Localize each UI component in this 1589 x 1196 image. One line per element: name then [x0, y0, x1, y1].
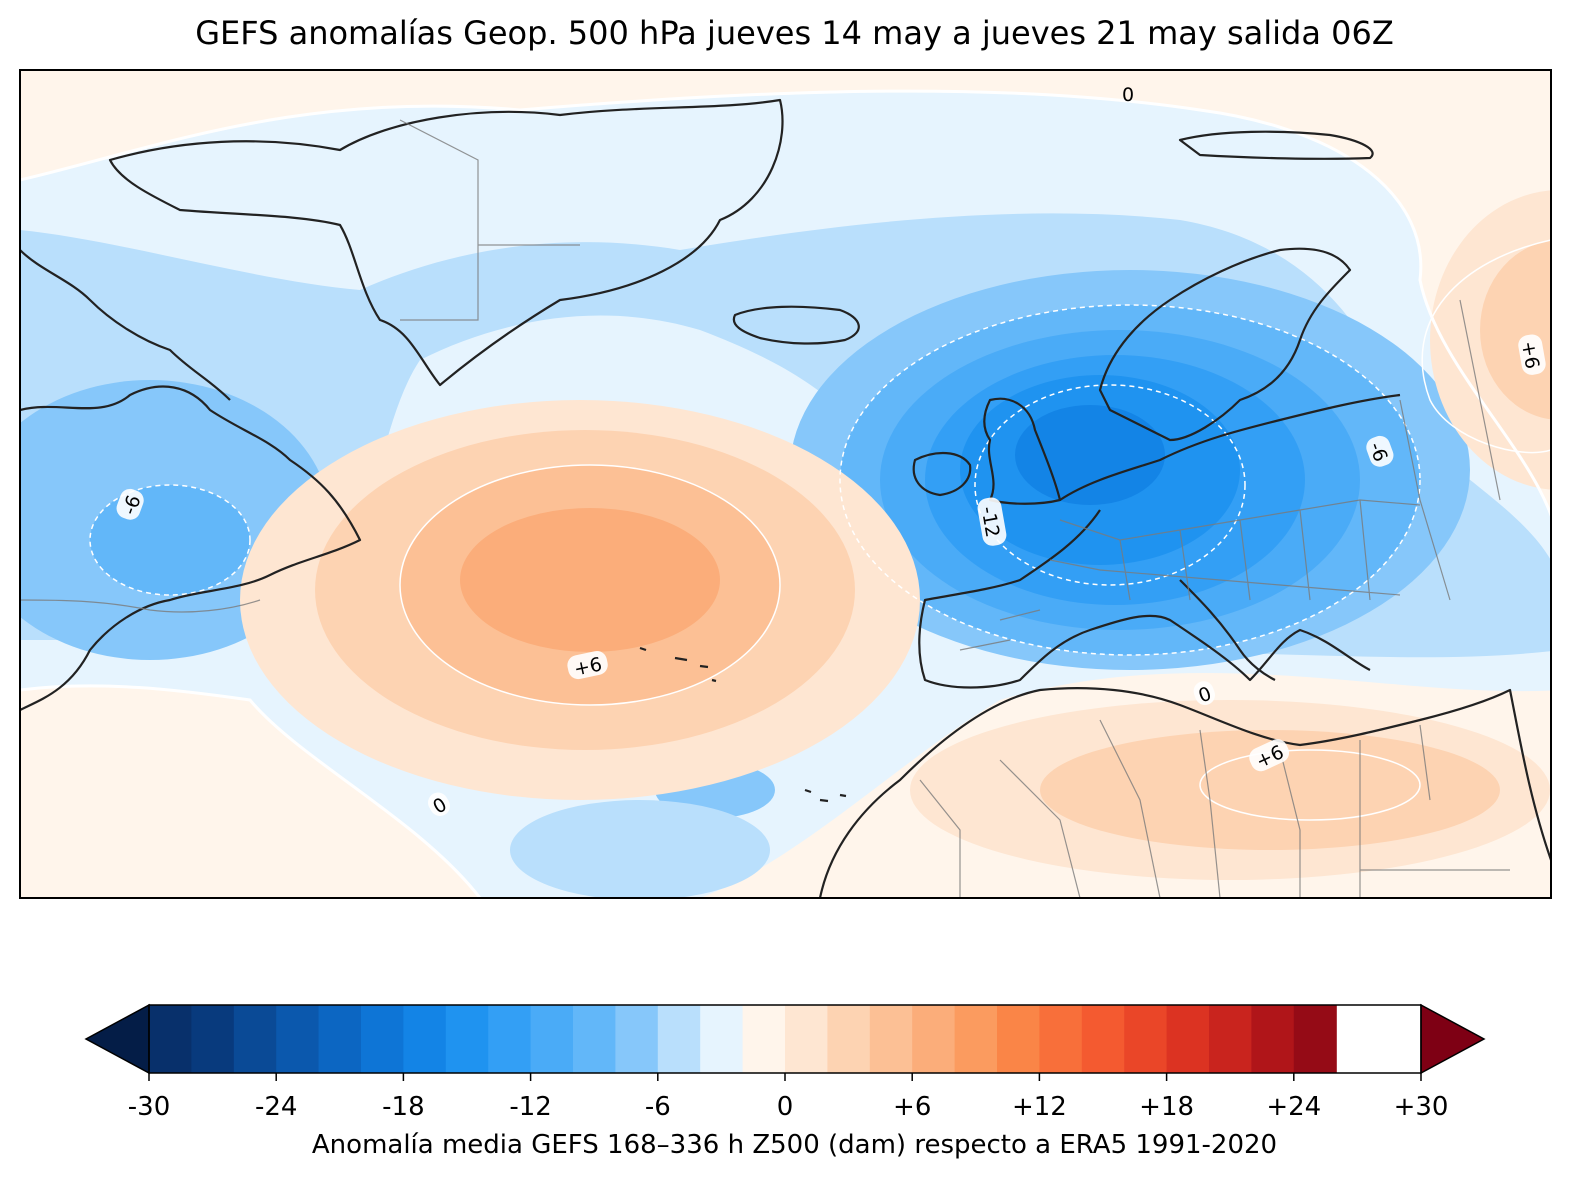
svg-text:+6: +6: [1517, 339, 1544, 370]
greenland-border: [399, 119, 580, 321]
minus12-contour-europe: [974, 384, 1246, 586]
colorbar-tick-label: +24: [1266, 1092, 1321, 1122]
colorbar-cell: [700, 1005, 744, 1073]
colorbar-cell: [1293, 1005, 1337, 1073]
country-borders: [20, 119, 1510, 898]
colorbar-tick-label: +12: [1012, 1092, 1067, 1122]
russia-borders: [1399, 299, 1501, 601]
labrador-coast: [20, 249, 231, 401]
italy-coast: [1179, 579, 1276, 681]
ireland-coast: [912, 451, 972, 497]
contour-labels: 0 -6 +6 0 -12 -6: [116, 84, 1546, 819]
colorbar-cell: [318, 1005, 362, 1073]
colorbar-cell: [1039, 1005, 1083, 1073]
scandinavia-coast: [1098, 247, 1352, 442]
iceland-coast: [732, 305, 860, 345]
zero-contour-north: [20, 89, 1551, 520]
colorbar-tick-label: +30: [1394, 1092, 1449, 1122]
colorbar-cell: [657, 1005, 701, 1073]
colorbar-tick-labels: -30 -24 -18 -12 -6 0 +6 +12 +18 +24 +30: [128, 1092, 1449, 1122]
colorbar-cell: [276, 1005, 320, 1073]
colorbar-cell: [954, 1005, 998, 1073]
minus6-contour-canada: [89, 484, 251, 596]
map-title: GEFS anomalías Geop. 500 hPa jueves 14 m…: [195, 14, 1394, 52]
colorbar-tick-label: +6: [893, 1092, 931, 1122]
colorbar-tick-label: -12: [509, 1092, 551, 1122]
colorbar-cell: [1166, 1005, 1210, 1073]
canada-us-border: [20, 599, 261, 613]
colorbar-caption: Anomalía media GEFS 168–336 h Z500 (dam)…: [311, 1130, 1278, 1160]
map-frame: [19, 69, 1552, 899]
colorbar-cells: [149, 1005, 1337, 1073]
colorbar-tick-label: +18: [1139, 1092, 1194, 1122]
colorbar-cell: [488, 1005, 532, 1073]
colorbar-cell: [827, 1005, 871, 1073]
colorbar-under-arrow: [84, 1003, 150, 1075]
svalbard-coast: [1178, 130, 1374, 160]
colorbar-cell: [997, 1005, 1040, 1073]
africa-coast: [818, 687, 1551, 898]
contour-label-minus12-europe: -12: [976, 497, 1007, 546]
europe-borders: [959, 499, 1421, 651]
colorbar-cell: [1209, 1005, 1252, 1073]
colorbar-cell: [233, 1005, 277, 1073]
north-america-coast: [20, 385, 362, 711]
svg-text:-12: -12: [976, 505, 1003, 539]
zero-contour-south: [20, 684, 482, 898]
colorbar-cell: [869, 1005, 913, 1073]
greenland-coast: [108, 98, 784, 387]
colorbar-tick-label: 0: [777, 1092, 794, 1122]
colorbar-cell: [361, 1005, 404, 1073]
anomaly-field-europe-minus14: [1015, 405, 1165, 505]
colorbar-cell: [573, 1005, 616, 1073]
minus6-contour-europe: [839, 304, 1421, 656]
colorbar-tick-label: -30: [128, 1092, 170, 1122]
colorbar-ticks: [148, 1073, 1422, 1081]
anomaly-field-atlantic-plus8: [460, 508, 720, 652]
colorbar: -30 -24 -18 -12 -6 0 +6 +12 +18 +24 +30: [84, 1003, 1486, 1122]
colorbar-tick-label: -18: [382, 1092, 424, 1122]
great-britain-coast: [983, 397, 1062, 505]
coastlines: [20, 98, 1551, 898]
colorbar-cell: [1081, 1005, 1125, 1073]
contour-label-zero-top: 0: [1122, 84, 1134, 106]
colorbar-cell: [1124, 1005, 1168, 1073]
colorbar-cell: [403, 1005, 447, 1073]
colorbar-cell: [785, 1005, 828, 1073]
svg-text:0: 0: [1122, 84, 1134, 106]
africa-borders: [919, 719, 1510, 898]
colorbar-tick-label: -24: [255, 1092, 297, 1122]
anomaly-map: 0 -6 +6 0 -12 -6: [20, 70, 1551, 898]
colorbar-cell: [742, 1005, 786, 1073]
contour-label-plus6-russia: +6: [1517, 334, 1546, 375]
azores-islands: [639, 646, 717, 683]
contour-label-zero-med: 0: [1193, 681, 1215, 707]
colorbar-tick-label: -6: [645, 1092, 671, 1122]
plus6-contour-africa: [1199, 749, 1421, 821]
colorbar-over-arrow: [1420, 1003, 1486, 1075]
colorbar-cell: [445, 1005, 489, 1073]
colorbar-cell: [1251, 1005, 1295, 1073]
contour-label-zero-atlantic: 0: [428, 792, 451, 819]
plus6-contour-russia: [1421, 239, 1551, 454]
colorbar-cell: [912, 1005, 956, 1073]
europe-coast: [918, 393, 1401, 689]
plus6-contour-atlantic: [399, 464, 781, 706]
colorbar-cell: [530, 1005, 574, 1073]
colorbar-cell: [149, 1005, 192, 1073]
anomaly-field-atlantic-south-low: [510, 800, 770, 898]
colorbar-cell: [191, 1005, 235, 1073]
canary-islands: [804, 788, 847, 803]
colorbar-cell: [615, 1005, 659, 1073]
